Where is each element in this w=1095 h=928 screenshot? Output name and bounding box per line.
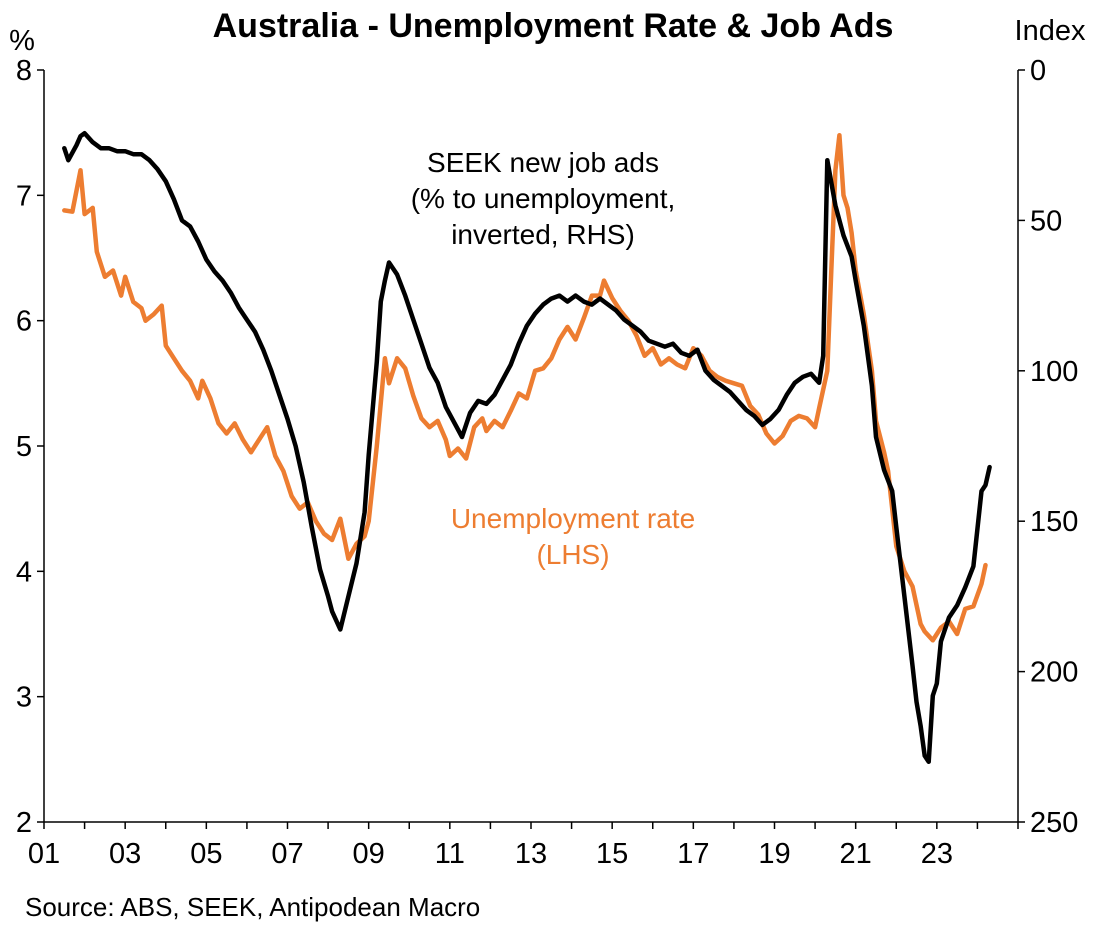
seek-job-ads-line xyxy=(62,130,992,765)
left-tick-label: 5 xyxy=(16,431,32,463)
x-tick-label: 15 xyxy=(596,838,628,870)
source-note: Source: ABS, SEEK, Antipodean Macro xyxy=(25,892,480,922)
left-tick-label: 3 xyxy=(16,682,32,714)
left-tick-label: 7 xyxy=(16,180,32,212)
left-tick-label: 6 xyxy=(16,306,32,338)
left-tick-label: 2 xyxy=(16,807,32,839)
x-tick-label: 21 xyxy=(840,838,872,870)
seek-annotation: SEEK new job ads (% to unemployment, inv… xyxy=(411,147,676,250)
x-tick-label: 05 xyxy=(190,838,222,870)
right-tick-label: 50 xyxy=(1030,205,1062,237)
x-tick-label: 03 xyxy=(109,838,141,870)
unemployment-annotation-line-2: (LHS) xyxy=(536,539,609,570)
x-tick-label: 11 xyxy=(435,838,465,870)
left-tick-label: 8 xyxy=(16,55,32,87)
x-tick-label: 13 xyxy=(515,838,547,870)
unemployment-annotation-line-1: Unemployment rate xyxy=(451,503,695,534)
right-axis-unit: Index xyxy=(1015,15,1086,47)
x-tick-label: 07 xyxy=(271,838,303,870)
x-tick-label: 01 xyxy=(28,838,60,870)
x-tick-label: 23 xyxy=(921,838,953,870)
right-tick-label: 100 xyxy=(1030,356,1078,388)
series-layer xyxy=(62,130,992,765)
right-tick-label: 0 xyxy=(1030,55,1046,87)
right-tick-label: 250 xyxy=(1030,807,1078,839)
left-axis-unit: % xyxy=(9,25,35,57)
x-tick-label: 09 xyxy=(353,838,385,870)
right-tick-label: 150 xyxy=(1030,506,1078,538)
seek-annotation-line-2: (% to unemployment, xyxy=(411,183,676,214)
unemployment-annotation: Unemployment rate (LHS) xyxy=(451,503,695,570)
seek-annotation-line-1: SEEK new job ads xyxy=(427,147,659,178)
x-tick-label: 19 xyxy=(758,838,790,870)
unemployment-rate-line xyxy=(62,132,988,643)
chart-title: Australia - Unemployment Rate & Job Ads xyxy=(213,7,894,45)
seek-annotation-line-3: inverted, RHS) xyxy=(451,219,635,250)
right-tick-label: 200 xyxy=(1030,657,1078,689)
left-tick-label: 4 xyxy=(16,556,32,588)
x-tick-label: 17 xyxy=(677,838,709,870)
